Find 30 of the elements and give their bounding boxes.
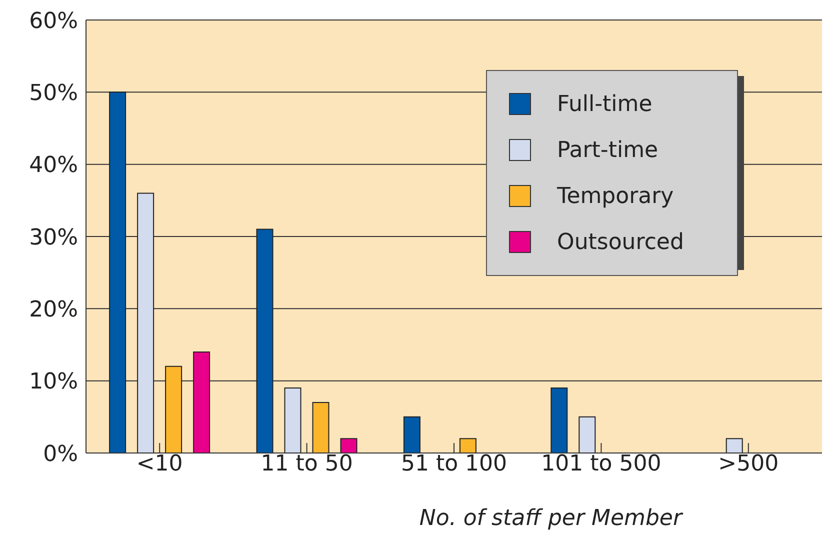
legend-label: Temporary xyxy=(557,184,674,208)
x-tick-label: 101 to 500 xyxy=(541,452,662,477)
bar xyxy=(256,228,274,453)
bar xyxy=(578,416,596,453)
bar xyxy=(312,402,330,453)
bar xyxy=(137,192,154,453)
y-tick-label: 10% xyxy=(29,370,78,395)
y-tick-label: 30% xyxy=(29,225,78,250)
legend-label: Full-time xyxy=(557,92,652,116)
x-tick-label: >500 xyxy=(718,452,779,477)
bar xyxy=(165,366,182,453)
x-tick-label: 11 to 50 xyxy=(260,452,353,477)
x-axis-title: No. of staff per Member xyxy=(419,506,684,531)
bar xyxy=(726,438,743,453)
y-tick-label: 0% xyxy=(43,442,78,467)
bar xyxy=(109,92,126,453)
legend-label: Outsourced xyxy=(557,230,684,254)
legend-label: Part-time xyxy=(557,138,658,162)
y-tick-label: 40% xyxy=(29,153,78,178)
bar xyxy=(193,351,210,453)
bar xyxy=(284,388,302,453)
x-tick-label: <10 xyxy=(136,452,183,477)
bar xyxy=(550,388,568,453)
y-tick-label: 20% xyxy=(29,297,78,322)
y-tick-label: 60% xyxy=(29,8,78,34)
bar xyxy=(340,438,358,453)
x-tick-label: 51 to 100 xyxy=(400,452,508,477)
y-tick-label: 50% xyxy=(29,80,78,106)
bar xyxy=(459,438,476,453)
bar xyxy=(403,416,420,453)
